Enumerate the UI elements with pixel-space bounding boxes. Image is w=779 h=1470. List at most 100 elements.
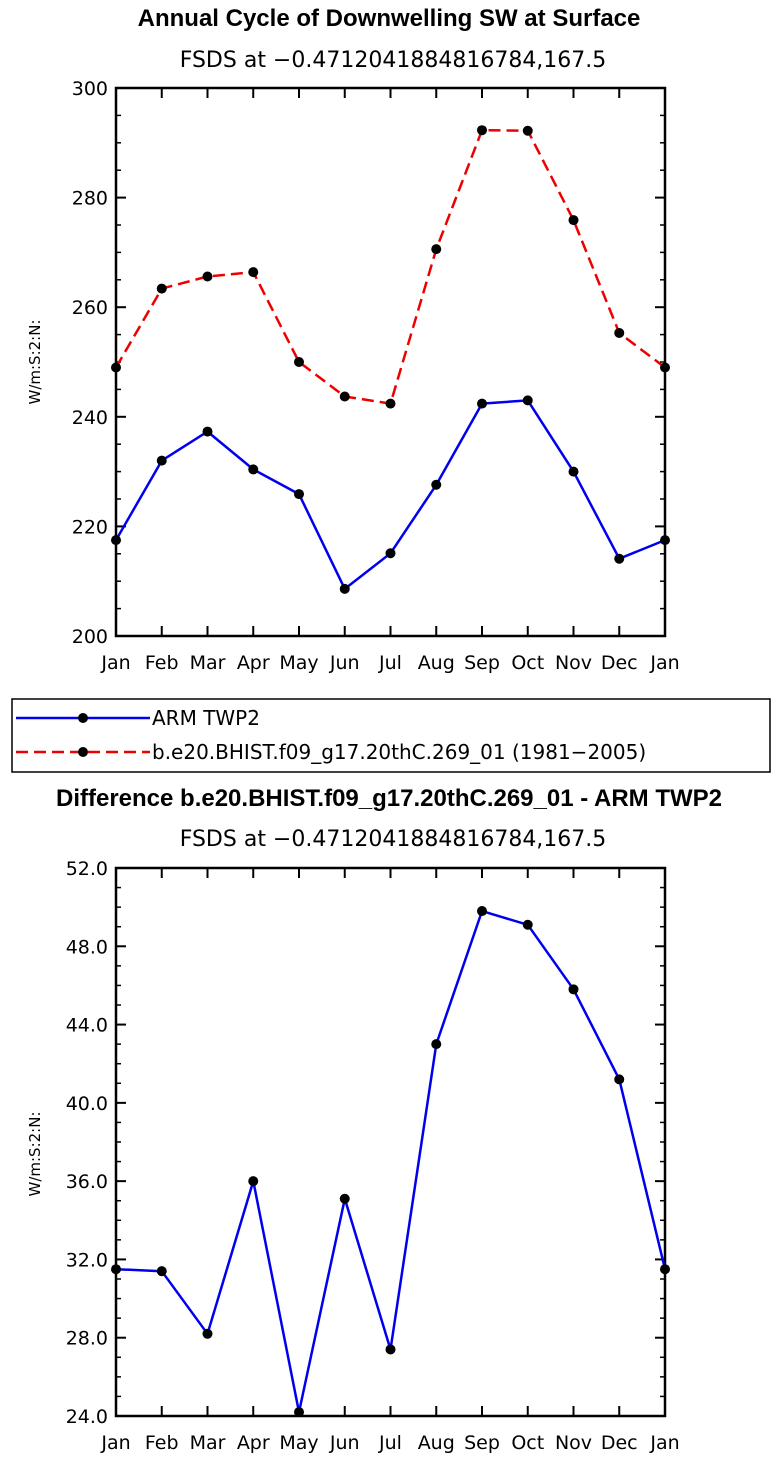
x-tick-label: Aug: [418, 652, 455, 674]
c1-series-0-point: [568, 466, 579, 477]
chart1-frame: [114, 86, 667, 638]
annual-cycle-chart: Annual Cycle of Downwelling SW at Surfac…: [26, 5, 680, 674]
c2-series-0-point: [111, 1264, 121, 1275]
c1-series-0-point: [614, 553, 625, 564]
difference-chart: Difference b.e20.BHIST.f09_g17.20thC.269…: [26, 785, 722, 1454]
y-tick-label: 32.0: [66, 1249, 108, 1271]
chart1-y-tick-labels: 200 220 240 260 280 300: [72, 78, 108, 648]
legend-box: [11, 698, 771, 773]
y-tick-label: 28.0: [66, 1328, 108, 1350]
y-tick-label: 24.0: [66, 1406, 108, 1428]
c1-series-1-point: [660, 362, 670, 373]
c2-series-line-0: [115, 909, 667, 1414]
c1-series-1-point: [248, 267, 259, 278]
c2-series-0-point: [339, 1193, 350, 1204]
c2-series-0-point: [522, 919, 533, 930]
chart2-subtitle: FSDS at −0.4712041884816784,167.5: [180, 827, 607, 852]
c1-series-1-point: [294, 357, 304, 367]
chart2-title: Difference b.e20.BHIST.f09_g17.20thC.269…: [56, 785, 722, 812]
x-tick-label: Jan: [100, 1432, 130, 1454]
c2-series-0-point: [614, 1074, 625, 1085]
c1-series-0-point: [339, 583, 350, 594]
x-tick-label: Jan: [649, 652, 679, 674]
c1-series-1-point: [111, 362, 121, 373]
legend-marker-model: [78, 747, 88, 757]
x-tick-label: Jun: [329, 1432, 360, 1454]
y-tick-label: 44.0: [66, 1015, 108, 1037]
c1-series-0-point: [111, 535, 121, 546]
y-tick-label: 48.0: [66, 936, 108, 958]
c2-series-0-point: [568, 984, 579, 995]
c1-series-0-point: [522, 395, 533, 406]
c2-series-0-point: [477, 906, 487, 917]
legend-marker-arm: [78, 713, 88, 723]
c1-series-1-point: [568, 215, 579, 226]
c1-series-0-point: [660, 535, 670, 546]
chart1-series: [111, 125, 670, 594]
x-tick-label: Mar: [190, 652, 226, 674]
y-tick-label: 240: [72, 407, 108, 429]
c2-series-0-point: [660, 1264, 670, 1275]
x-tick-label: Nov: [555, 652, 592, 674]
chart2-ylabel: W/m:S:2:N:: [26, 1112, 44, 1197]
x-tick-label: Jan: [100, 652, 130, 674]
x-tick-label: Dec: [601, 652, 638, 674]
chart2-frame: [114, 866, 667, 1418]
y-tick-label: 280: [72, 188, 108, 210]
x-tick-label: May: [279, 652, 318, 674]
y-tick-label: 40.0: [66, 1093, 108, 1115]
x-tick-label: Jan: [649, 1432, 679, 1454]
chart2-x-tick-labels: Jan Feb Mar Apr May Jun Jul Aug Sep Oct Nov Dec Jan: [100, 1432, 679, 1454]
y-tick-label: 36.0: [66, 1171, 108, 1193]
c2-plot-border: [114, 866, 667, 1418]
c1-series-line-0: [114, 399, 666, 591]
c1-series-1-point: [614, 327, 625, 338]
chart1-x-tick-labels: Jan Feb Mar Apr May Jun Jul Aug Sep Oct Nov Dec Jan: [100, 652, 679, 674]
c2-series-0-point: [156, 1266, 167, 1277]
x-tick-label: Nov: [555, 1432, 592, 1454]
x-tick-label: Feb: [145, 1432, 179, 1454]
x-tick-label: Aug: [418, 1432, 455, 1454]
y-tick-label: 200: [72, 626, 108, 648]
x-tick-label: Oct: [511, 652, 544, 674]
x-tick-label: Apr: [237, 652, 270, 674]
c2-series-0-point: [385, 1344, 396, 1355]
y-tick-label: 300: [72, 78, 108, 100]
chart2-series: [111, 906, 670, 1418]
c1-series-1-point: [431, 244, 442, 255]
chart1-title: Annual Cycle of Downwelling SW at Surfac…: [138, 5, 641, 32]
c1-series-1-point: [339, 391, 350, 402]
y-tick-label: 52.0: [66, 858, 108, 880]
chart1-ylabel: W/m:S:2:N:: [26, 320, 44, 405]
c1-series-1-point: [156, 283, 167, 294]
c2-series-0-point: [248, 1176, 259, 1187]
c1-series-1-point: [477, 125, 487, 136]
y-tick-label: 220: [72, 516, 108, 538]
c1-series-1-point: [522, 125, 533, 136]
c2-series-0-point: [431, 1039, 442, 1050]
x-tick-label: Feb: [145, 652, 179, 674]
c1-series-1-point: [202, 271, 213, 282]
legend-label-arm: ARM TWP2: [152, 706, 260, 730]
c2-series-0-point: [202, 1328, 213, 1339]
x-tick-label: Dec: [601, 1432, 638, 1454]
c1-series-0-point: [156, 455, 167, 466]
c1-series-0-point: [202, 426, 213, 437]
x-tick-label: Jul: [378, 652, 402, 674]
chart2-y-tick-labels: 24.0 28.0 32.0 36.0 40.0 44.0 48.0 52.0: [66, 858, 108, 1428]
x-tick-label: Sep: [464, 652, 500, 674]
c2-series-0-point: [294, 1407, 304, 1418]
x-tick-label: Apr: [237, 1432, 270, 1454]
c1-series-line-1: [114, 128, 666, 405]
x-tick-label: Jun: [329, 652, 360, 674]
x-tick-label: Mar: [190, 1432, 226, 1454]
x-tick-label: Oct: [511, 1432, 544, 1454]
legend-label-model: b.e20.BHIST.f09_g17.20thC.269_01 (1981−2…: [152, 740, 646, 764]
legend: ARM TWP2 b.e20.BHIST.f09_g17.20thC.269_0…: [11, 698, 771, 773]
chart1-subtitle: FSDS at −0.4712041884816784,167.5: [180, 48, 607, 73]
c1-series-0-point: [431, 479, 442, 490]
c1-series-0-point: [294, 489, 304, 500]
y-tick-label: 260: [72, 297, 108, 319]
c1-series-0-point: [477, 398, 487, 409]
